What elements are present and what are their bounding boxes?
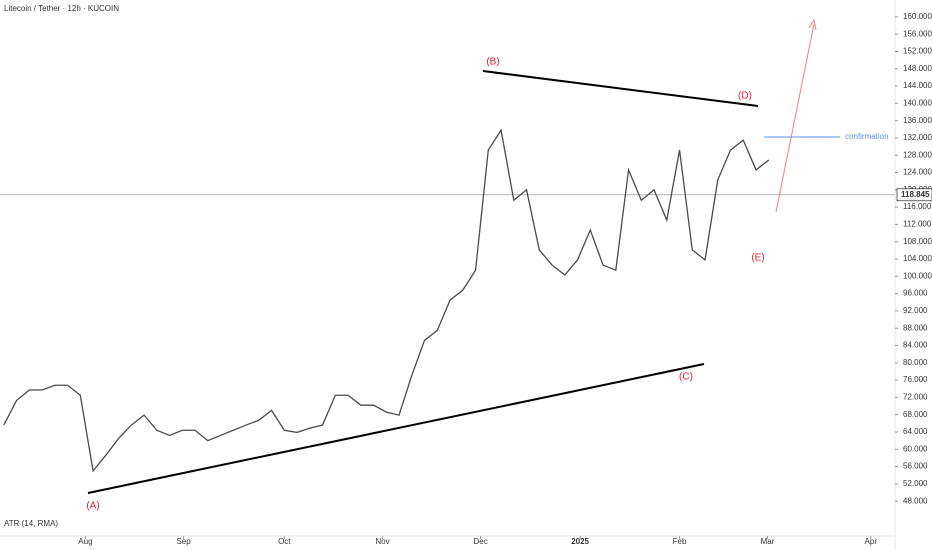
lower-trendline (87, 363, 705, 494)
x-tick-label: Aug (78, 537, 92, 546)
x-tick-label: 2025 (571, 537, 589, 546)
x-tick-label: Apr (865, 537, 878, 546)
last-price-label: 118.845 (901, 190, 930, 199)
x-tick-label: Feb (673, 537, 687, 546)
chart-title: Litecoin / Tether · 12h · KUCOIN (4, 4, 119, 13)
y-tick-label: 132.000 (903, 133, 932, 142)
projection-arrow (775, 23, 815, 213)
y-tick-label: 128.000 (903, 150, 932, 159)
y-tick-label: 160.000 (903, 12, 932, 21)
y-tick-label: 72.000 (903, 392, 928, 401)
y-tick-label: 156.000 (903, 29, 932, 38)
y-tick-label: 152.000 (903, 47, 932, 56)
price-line (3, 128, 770, 473)
confirmation-label: confirmation (845, 132, 889, 141)
upper-trendline (482, 70, 759, 107)
arrow-head (808, 18, 817, 31)
y-tick-label: 60.000 (903, 444, 928, 453)
y-tick-label: 136.000 (903, 116, 932, 125)
y-tick-label: 96.000 (903, 289, 928, 298)
wave-label: (B) (486, 57, 499, 68)
wave-label: (D) (738, 91, 752, 102)
y-tick-label: 56.000 (903, 462, 928, 471)
y-tick-label: 116.000 (903, 202, 932, 211)
y-tick-label: 88.000 (903, 323, 928, 332)
y-tick-label: 124.000 (903, 168, 932, 177)
y-tick-label: 108.000 (903, 237, 932, 246)
y-tick-label: 76.000 (903, 375, 928, 384)
x-tick-label: Sep (176, 537, 191, 546)
y-tick-label: 100.000 (903, 271, 932, 280)
wave-label: (E) (751, 253, 764, 264)
y-tick-label: 92.000 (903, 306, 928, 315)
x-tick-label: Mar (761, 537, 775, 546)
x-tick-label: Dec (474, 537, 488, 546)
y-tick-label: 104.000 (903, 254, 932, 263)
x-tick-label: Nov (375, 537, 389, 546)
wave-label: (A) (86, 501, 99, 512)
last-price-box (896, 188, 932, 202)
y-tick-label: 140.000 (903, 98, 932, 107)
indicator-label: ATR (14, RMA) (4, 519, 58, 528)
y-tick-label: 112.000 (903, 220, 932, 229)
y-tick-label: 64.000 (903, 427, 928, 436)
y-tick-label: 68.000 (903, 410, 928, 419)
y-tick-label: 144.000 (903, 81, 932, 90)
wave-label: (C) (679, 372, 693, 383)
y-tick-label: 148.000 (903, 64, 932, 73)
x-tick-label: Oct (278, 537, 291, 546)
y-tick-label: 48.000 (903, 496, 928, 505)
y-tick-label: 80.000 (903, 358, 928, 367)
y-tick-label: 84.000 (903, 341, 928, 350)
y-tick-label: 52.000 (903, 479, 928, 488)
